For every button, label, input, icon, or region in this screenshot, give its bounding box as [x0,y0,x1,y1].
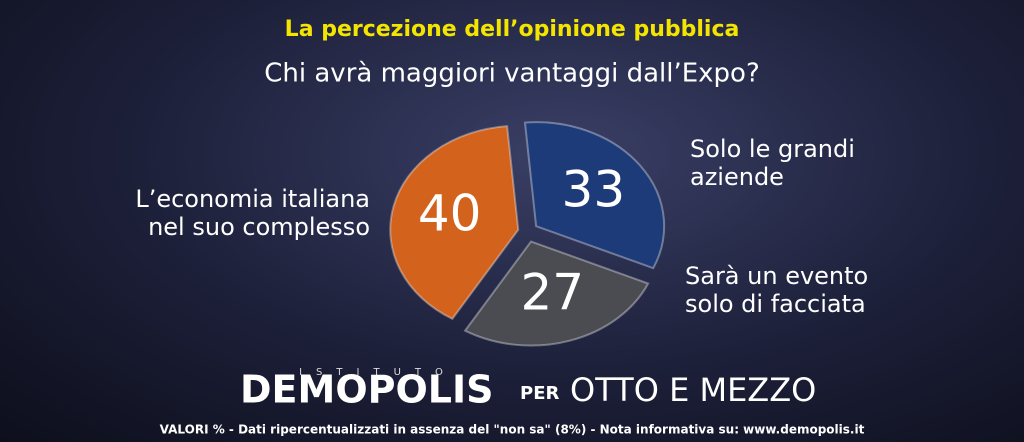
footnote: VALORI % - Dati ripercentualizzati in as… [160,423,865,437]
legend-label: Sarà un evento solo di facciata [685,262,869,318]
value-label: 27 [520,264,584,322]
value-label: 40 [418,184,482,242]
value-label: 33 [562,160,626,218]
legend-label: L’economia italiana nel suo complesso [135,185,370,241]
legend-label: Solo le grandi aziende [690,135,855,191]
brand-prefix: ISTITUTO [299,367,457,378]
pie-slice [523,121,666,270]
partner: OTTO E MEZZO [570,371,816,409]
brand-per: PER [520,383,559,404]
pie-slice [389,125,520,321]
pie-slice [463,240,650,347]
chart-subtitle: Chi avrà maggiori vantaggi dall’Expo? [264,59,760,89]
chart-title: La percezione dell’opinione pubblica [285,17,740,42]
brand: DEMOPOLIS [240,368,494,412]
